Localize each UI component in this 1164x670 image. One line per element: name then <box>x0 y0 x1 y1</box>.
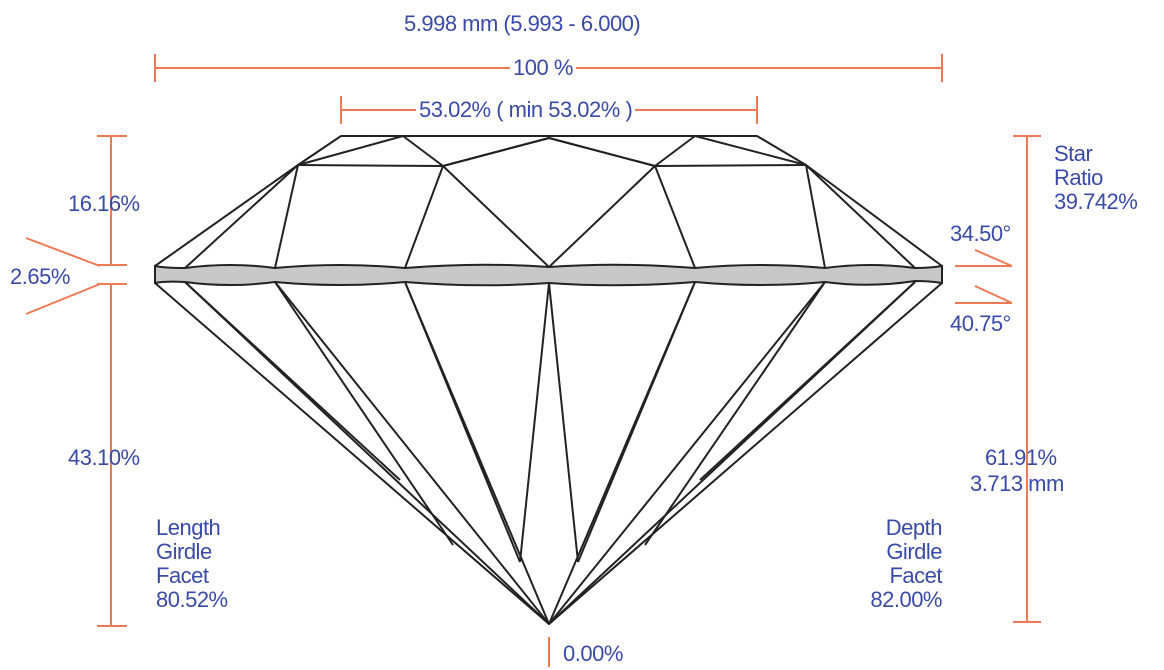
pavilion-angle-label: 40.75° <box>950 311 1011 336</box>
pavilion-facets <box>154 281 943 625</box>
table-percent-label: 53.02% ( min 53.02% ) <box>416 98 636 122</box>
pavilion-depth-label: 43.10% <box>68 445 140 470</box>
crown-facets <box>154 135 943 269</box>
total-depth-percent-label: 61.91% <box>985 445 1057 470</box>
dimension-lines <box>25 54 1041 667</box>
crown-angle-label: 34.50° <box>950 221 1011 246</box>
girdle-pointer-upper <box>25 237 101 267</box>
depth-girdle-facet-label: Depth Girdle Facet 82.00% <box>870 515 942 612</box>
length-girdle-facet-label: Length Girdle Facet 80.52% <box>156 515 228 612</box>
diameter-label: 5.998 mm (5.993 - 6.000) <box>404 11 641 36</box>
star-ratio-label: Star Ratio 39.742% <box>1054 141 1138 214</box>
crown-height-label: 16.16% <box>68 191 140 216</box>
culet-label: 0.00% <box>563 641 623 666</box>
total-depth-mm-label: 3.713 mm <box>970 471 1064 496</box>
girdle-pointer-lower <box>25 283 101 315</box>
width-percent-label: 100 % <box>510 56 576 80</box>
girdle-thickness-label: 2.65% <box>10 264 70 289</box>
